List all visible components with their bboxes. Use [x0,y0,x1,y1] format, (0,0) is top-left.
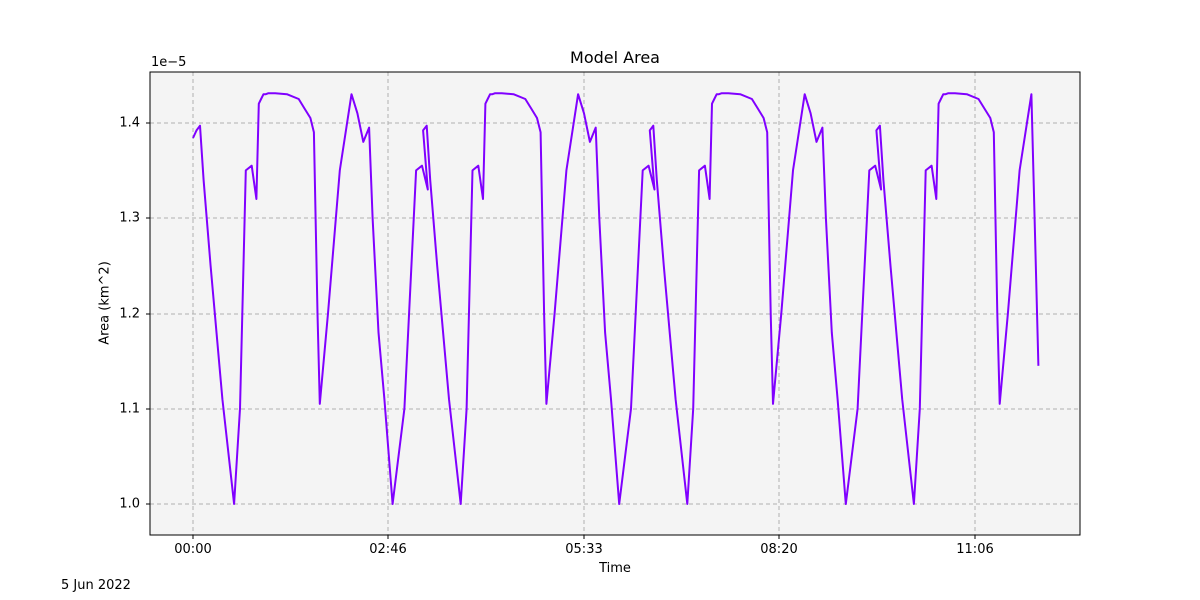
plot-frame [149,71,1081,536]
grid-lines [150,72,1080,535]
x-tick-label: 02:46 [369,542,407,557]
x-tick-label: 11:06 [956,542,994,557]
chart-title: Model Area [570,48,660,67]
area-series-line [192,92,1040,505]
y-tick-label: 1.3 [119,210,140,226]
x-tick-label: 08:20 [760,542,798,557]
plot-area [150,72,1080,535]
y-tick-label: 1.0 [119,496,140,512]
x-tick-label: 05:33 [565,542,603,557]
x-axis-label: Time [599,561,631,576]
y-offset-label: 1e−5 [151,55,187,70]
axis-ticks [146,122,976,539]
x-tick-label: 00:00 [174,542,212,557]
date-label: 5 Jun 2022 [61,578,131,593]
y-tick-label: 1.4 [119,115,140,131]
y-tick-label: 1.1 [119,401,140,417]
y-tick-label: 1.2 [119,306,140,322]
